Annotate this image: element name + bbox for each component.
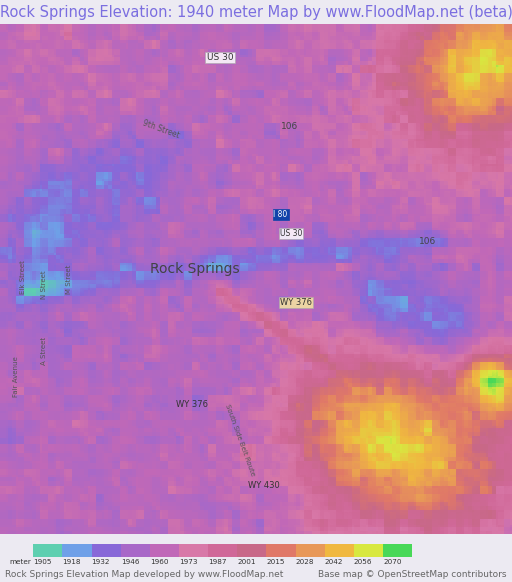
Text: 1918: 1918 xyxy=(62,559,81,565)
Text: WY 430: WY 430 xyxy=(248,481,280,491)
Text: meter: meter xyxy=(9,559,31,565)
Text: 106: 106 xyxy=(419,237,436,246)
Text: 2056: 2056 xyxy=(354,559,372,565)
Text: A Street: A Street xyxy=(40,336,47,365)
Text: 1987: 1987 xyxy=(208,559,227,565)
Bar xyxy=(383,544,412,557)
Text: South Side Belt Route: South Side Belt Route xyxy=(224,403,255,477)
Text: Rock Springs Elevation: 1940 meter Map by www.FloodMap.net (beta): Rock Springs Elevation: 1940 meter Map b… xyxy=(0,5,512,20)
Bar xyxy=(237,544,266,557)
Text: 9th Street: 9th Street xyxy=(142,118,181,140)
Text: 2070: 2070 xyxy=(383,559,401,565)
Bar xyxy=(33,544,62,557)
Text: WY 376: WY 376 xyxy=(176,400,208,409)
Bar xyxy=(208,544,237,557)
Text: US 30: US 30 xyxy=(207,53,233,62)
Text: 2001: 2001 xyxy=(237,559,256,565)
Text: 1973: 1973 xyxy=(179,559,198,565)
Text: 2042: 2042 xyxy=(325,559,343,565)
Text: 106: 106 xyxy=(281,122,298,131)
Bar xyxy=(325,544,354,557)
Text: 2028: 2028 xyxy=(295,559,314,565)
Text: Fair Avenue: Fair Avenue xyxy=(13,356,19,396)
Text: N Street: N Street xyxy=(40,270,47,299)
Bar xyxy=(150,544,179,557)
Text: 1946: 1946 xyxy=(121,559,139,565)
Bar xyxy=(62,544,92,557)
Bar xyxy=(92,544,121,557)
Text: Elk Street: Elk Street xyxy=(20,260,26,294)
Bar xyxy=(121,544,150,557)
Text: M Street: M Street xyxy=(66,265,72,294)
Text: 2015: 2015 xyxy=(266,559,285,565)
Bar xyxy=(295,544,325,557)
Text: 1905: 1905 xyxy=(33,559,52,565)
Text: 1932: 1932 xyxy=(92,559,110,565)
Bar xyxy=(179,544,208,557)
Text: Rock Springs: Rock Springs xyxy=(150,262,240,276)
Text: I 80: I 80 xyxy=(273,210,288,219)
Text: 1960: 1960 xyxy=(150,559,168,565)
Text: WY 376: WY 376 xyxy=(280,298,312,307)
Text: Rock Springs Elevation Map developed by www.FloodMap.net: Rock Springs Elevation Map developed by … xyxy=(5,570,284,579)
Text: US 30: US 30 xyxy=(280,229,302,238)
Text: Base map © OpenStreetMap contributors: Base map © OpenStreetMap contributors xyxy=(318,570,507,579)
Bar xyxy=(354,544,383,557)
Bar xyxy=(266,544,295,557)
